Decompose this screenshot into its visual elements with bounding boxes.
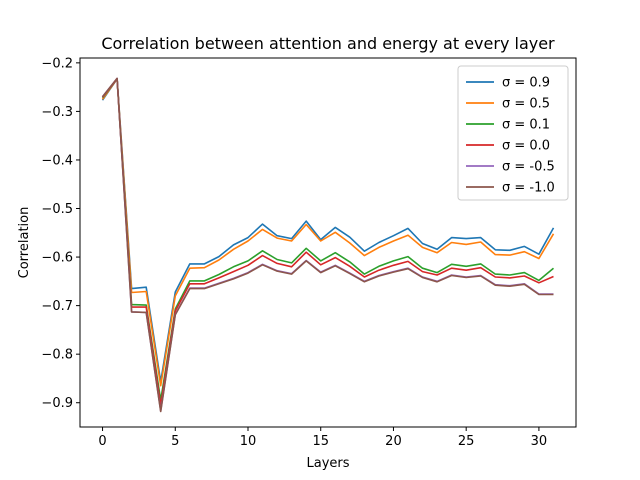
y-tick-label: −0.4	[41, 153, 73, 168]
plot-area	[79, 57, 577, 428]
y-axis: −0.9 −0.8 −0.7 −0.6 −0.5 −0.4 −0.3 −0.2	[41, 56, 80, 411]
y-tick-label: −0.7	[41, 299, 73, 314]
x-tick-label: 5	[171, 434, 179, 449]
series-line	[101, 78, 555, 383]
legend-label: σ = -0.5	[502, 160, 555, 175]
x-tick-label: 0	[98, 434, 106, 449]
legend: σ = 0.9 σ = 0.5 σ = 0.1 σ = 0.0 σ = -0.5 σ = …	[457, 65, 569, 201]
x-tick-label: 15	[312, 434, 329, 449]
series-line	[101, 78, 555, 387]
x-tick-label: 25	[458, 434, 475, 449]
x-tick-label: 20	[385, 434, 402, 449]
x-tick-label: 10	[240, 434, 257, 449]
legend-label: σ = 0.9	[502, 76, 550, 91]
plot-frame	[79, 57, 577, 428]
y-tick-label: −0.5	[41, 202, 73, 217]
series-line	[101, 78, 554, 407]
series-line	[101, 78, 555, 402]
y-tick-label: −0.8	[41, 348, 73, 363]
series-line	[101, 77, 554, 413]
chart-title: Correlation between attention and energy…	[101, 34, 555, 53]
legend-label: σ = -1.0	[502, 181, 555, 196]
x-axis: 0 5 10 15 20 25 30	[98, 427, 547, 449]
x-axis-label: Layers	[306, 456, 349, 471]
y-tick-label: −0.6	[41, 251, 73, 266]
series-layer	[101, 77, 555, 413]
legend-label: σ = 0.0	[502, 139, 550, 154]
legend-label: σ = 0.1	[502, 118, 550, 133]
x-tick-label: 30	[531, 434, 548, 449]
y-tick-label: −0.2	[41, 56, 73, 71]
y-axis-label: Correlation	[17, 207, 32, 279]
y-tick-label: −0.3	[41, 105, 73, 120]
legend-label: σ = 0.5	[502, 97, 550, 112]
y-tick-label: −0.9	[41, 396, 73, 411]
